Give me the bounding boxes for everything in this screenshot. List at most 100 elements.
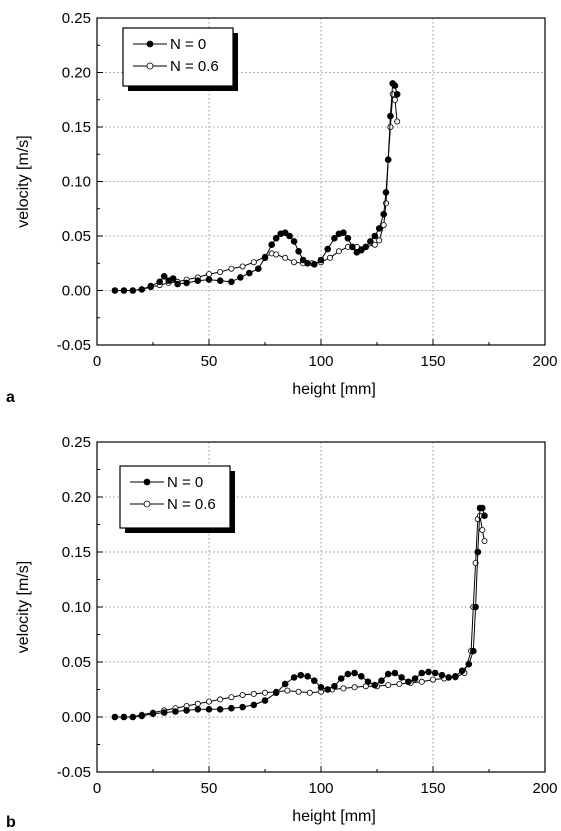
data-point [281,680,289,688]
data-point [366,238,374,245]
data-point [194,277,202,285]
data-point [205,276,213,283]
x-axis-title: height [mm] [292,381,376,398]
y-axis-title: velocity [m/s] [15,135,32,227]
data-point [194,705,202,713]
data-point [216,277,224,285]
data-point [317,683,325,691]
data-point [310,677,318,685]
data-point [138,286,146,293]
series-line [114,82,398,291]
legend-marker [146,40,154,48]
data-point [290,674,298,681]
x-tick-label: 0 [93,780,101,797]
data-point [331,682,338,690]
data-point [282,254,289,261]
data-point [295,688,302,695]
data-point [391,669,399,677]
y-tick-label: 0.25 [62,10,91,27]
series-line [114,507,485,718]
data-point [331,234,338,242]
data-point [445,674,453,681]
legend-box [119,465,231,529]
data-point [431,669,439,677]
data-point [286,232,293,240]
data-point [391,96,398,103]
legend: N = 0 N = 0.6 [122,27,238,91]
data-point [362,243,370,251]
data-point [299,256,307,264]
x-axis-title: height [mm] [292,808,376,825]
series-n-0 [111,504,488,721]
y-tick-label: 0.25 [62,434,91,451]
data-point [458,667,466,675]
data-point [217,696,224,703]
data-point [429,676,436,683]
legend-label: N = 0 [170,36,206,53]
data-point [304,259,311,267]
data-point [169,275,177,282]
data-point [297,671,305,679]
data-point [371,681,379,689]
series-n-0-6 [111,91,401,294]
data-point [382,189,390,196]
data-point [205,698,212,705]
x-tick-label: 100 [308,353,333,370]
data-point [380,222,387,229]
legend-label: N = 0.6 [167,496,216,513]
data-point [272,234,280,242]
data-point [183,279,190,287]
data-point [273,251,280,258]
y-tick-label: 0.00 [62,709,91,726]
y-tick-label: 0.10 [62,599,91,616]
data-point [183,707,190,714]
data-point [351,684,358,691]
y-tick-label: 0.20 [62,65,91,82]
y-tick-label: -0.05 [57,764,91,781]
series-line [114,514,485,718]
data-point [340,229,347,236]
data-point [291,259,298,266]
data-point [237,274,244,281]
data-point [357,246,365,254]
data-point [335,248,342,255]
y-tick-label: 0.05 [62,654,91,671]
x-tick-label: 100 [308,780,333,797]
data-point [452,672,459,680]
data-point [396,681,403,688]
x-tick-label: 50 [201,780,218,797]
data-point [324,245,332,253]
data-point [228,694,235,701]
data-point [120,287,128,294]
x-tick-label: 150 [420,353,445,370]
data-point [174,280,181,288]
data-point [385,682,392,689]
data-point [351,669,358,677]
data-point [364,678,372,686]
legend-marker [143,478,151,486]
x-tick-label: 150 [420,780,445,797]
data-point [310,260,318,268]
data-point [349,243,356,251]
data-point [205,705,213,713]
data-point [295,248,302,255]
y-tick-label: 0.10 [62,174,91,191]
data-point [147,282,155,290]
data-point [418,678,425,685]
data-point [474,548,482,556]
data-point [160,272,168,280]
data-point [465,660,473,668]
data-point [425,668,432,676]
data-point [337,675,345,682]
y-tick-label: -0.05 [57,337,91,354]
data-point [129,287,137,294]
data-point [387,112,394,120]
data-point [111,713,119,721]
data-point [344,670,352,678]
data-point [357,672,365,680]
data-point [481,512,488,520]
data-point [228,265,235,272]
data-point [261,689,268,696]
data-point [411,675,419,682]
